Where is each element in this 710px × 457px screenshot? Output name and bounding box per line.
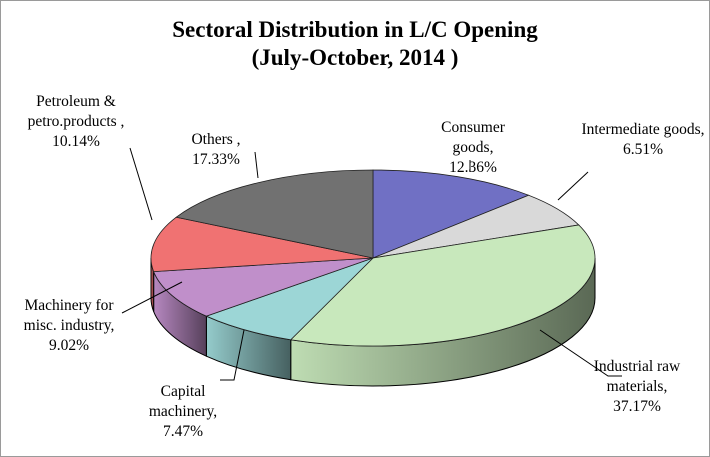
leader-line [121, 281, 183, 314]
slice-side-shade [153, 271, 207, 357]
label-category: Others , [191, 131, 241, 148]
leader-line [220, 329, 245, 381]
label-category: Intermediate goods, [581, 121, 705, 138]
chart-title: Sectoral Distribution in L/C Opening [172, 17, 538, 42]
slice [175, 169, 374, 259]
label-value: 10.14% [52, 133, 100, 150]
slice-side-shade [206, 316, 291, 380]
data-label: Others , 17.33% [168, 130, 264, 170]
label-value: 9.02% [48, 337, 90, 354]
slice [150, 216, 374, 273]
data-label: Industrial raw materials, 37.17% [570, 357, 704, 417]
label-category: Capital machinery, [148, 383, 218, 420]
slice [289, 224, 596, 347]
leader-lines [121, 147, 622, 381]
data-label: Intermediate goods, 6.51% [580, 120, 706, 160]
slice-side-shade [290, 258, 595, 386]
label-category: Machinery for misc. industry, [23, 297, 115, 334]
label-category: Industrial raw materials, [593, 358, 681, 395]
data-label: Consumer goods, 12.36% [425, 118, 521, 178]
leader-line [557, 171, 589, 201]
label-value: 12.36% [449, 159, 497, 176]
leader-line [254, 151, 259, 179]
slice [153, 257, 374, 317]
slice [372, 169, 530, 259]
label-value: 6.51% [622, 141, 664, 158]
label-value: 37.17% [613, 398, 661, 415]
label-value: 17.33% [192, 151, 240, 168]
data-label: Petroleum & petro.products , 10.14% [0, 92, 152, 152]
data-label: Machinery for misc. industry, 9.02% [10, 296, 128, 356]
chart-subtitle: (July-October, 2014 ) [251, 45, 459, 70]
leader-line [129, 147, 153, 221]
label-category: Petroleum & petro.products , [27, 93, 125, 130]
data-label: Capital machinery, 7.47% [130, 382, 236, 442]
label-value: 7.47% [162, 423, 204, 440]
leader-line [539, 329, 622, 377]
slice [205, 257, 374, 341]
label-category: Consumer goods, [441, 119, 505, 156]
